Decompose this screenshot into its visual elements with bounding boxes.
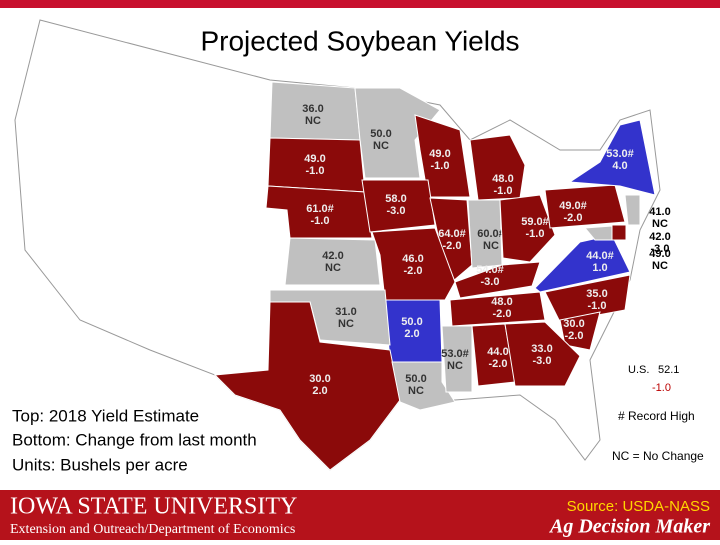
department: Extension and Outreach/Department of Eco… (10, 522, 295, 537)
state-value: 30.0 (563, 318, 584, 330)
state-value: 50.0 (401, 316, 422, 328)
state-value: 50.0 (370, 128, 391, 140)
us-change: -1.0 (652, 382, 671, 394)
state-change: -2.0 (404, 265, 423, 277)
university: Iowa State University (10, 494, 297, 520)
state (624, 194, 641, 226)
state-value: 36.0 (302, 103, 323, 115)
state-change: NC (338, 318, 354, 330)
state-change: -3.0 (651, 243, 670, 255)
state-value: 48.0 (492, 173, 513, 185)
note: Top: 2018 Yield Estimate (12, 406, 199, 425)
state-change: NC (447, 360, 463, 372)
state-value: 60.0# (477, 228, 505, 240)
state-change: -1.0 (431, 160, 450, 172)
us-label: U.S. (628, 364, 649, 376)
state (284, 237, 381, 286)
legend-entry: NC = No Change (612, 449, 704, 463)
state-change: NC (408, 385, 424, 397)
state-value: 49.0 (429, 148, 450, 160)
state-change: NC (305, 115, 321, 127)
state (611, 224, 627, 241)
state-value: 48.0 (491, 296, 512, 308)
state-value: 53.0# (606, 148, 634, 160)
state-value: 58.0 (385, 193, 406, 205)
state-change: 2.0 (312, 385, 327, 397)
state (441, 325, 473, 393)
state-change: NC (325, 262, 341, 274)
state-change: NC (483, 240, 499, 252)
state-value: 33.0 (531, 343, 552, 355)
source: Source: USDA-NASS (567, 498, 710, 515)
state-change: 1.0 (592, 262, 607, 274)
note: Bottom: Change from last month (12, 430, 257, 449)
state-value: 46.0 (402, 253, 423, 265)
state (414, 114, 471, 198)
state (534, 234, 631, 293)
state-value: 49.0 (649, 248, 670, 260)
program: Ag Decision Maker (548, 516, 710, 538)
title: Projected Soybean Yields (200, 25, 519, 56)
state (454, 261, 541, 299)
state-value: 41.0 (649, 206, 670, 218)
state-change: -1.0 (588, 300, 607, 312)
state-change: -2.0 (493, 308, 512, 320)
state-change: -2.0 (565, 330, 584, 342)
state-value: 50.0 (405, 373, 426, 385)
state-change: -1.0 (311, 215, 330, 227)
state-value: 54.0# (476, 264, 504, 276)
state-value: 35.0 (586, 288, 607, 300)
state-value: 30.0 (309, 373, 330, 385)
state-value: 31.0 (335, 306, 356, 318)
state-value: 42.0 (649, 231, 670, 243)
state (469, 134, 526, 201)
state-change: -1.0 (526, 228, 545, 240)
state-value: 61.0# (306, 203, 334, 215)
state-change: NC (652, 218, 668, 230)
us-value: 52.1 (658, 364, 679, 376)
state-change: NC (652, 260, 668, 272)
state-value: 44.0# (586, 250, 614, 262)
state-change: -1.0 (306, 165, 325, 177)
state-value: 49.0# (559, 200, 587, 212)
state (361, 179, 436, 233)
state-value: 53.0# (441, 348, 469, 360)
state (583, 225, 613, 241)
state-value: 44.0 (487, 346, 508, 358)
state-change: -2.0 (564, 212, 583, 224)
state (544, 184, 626, 229)
state (213, 301, 401, 471)
state-change: -2.0 (489, 358, 508, 370)
state-change: -2.0 (443, 240, 462, 252)
state (391, 361, 456, 411)
state (499, 194, 556, 263)
state (449, 291, 546, 327)
state-change: -1.0 (494, 185, 513, 197)
state-value: 42.0 (322, 250, 343, 262)
state-change: -3.0 (533, 355, 552, 367)
state (559, 311, 601, 351)
state (429, 197, 473, 283)
state-change: NC (373, 140, 389, 152)
state-change: 2.0 (404, 328, 419, 340)
state-change: -3.0 (481, 276, 500, 288)
state (371, 227, 456, 301)
state-value: 49.0 (304, 153, 325, 165)
state-change: -3.0 (387, 205, 406, 217)
footer-band (0, 490, 720, 540)
top-bar (0, 0, 720, 8)
state (504, 321, 581, 387)
note: Units: Bushels per acre (12, 455, 188, 474)
state (568, 119, 656, 196)
legend-entry: # Record High (618, 409, 695, 423)
state (544, 274, 631, 323)
state-value: 59.0# (521, 216, 549, 228)
state-value: 64.0# (438, 228, 466, 240)
state-change: 4.0 (612, 160, 627, 172)
